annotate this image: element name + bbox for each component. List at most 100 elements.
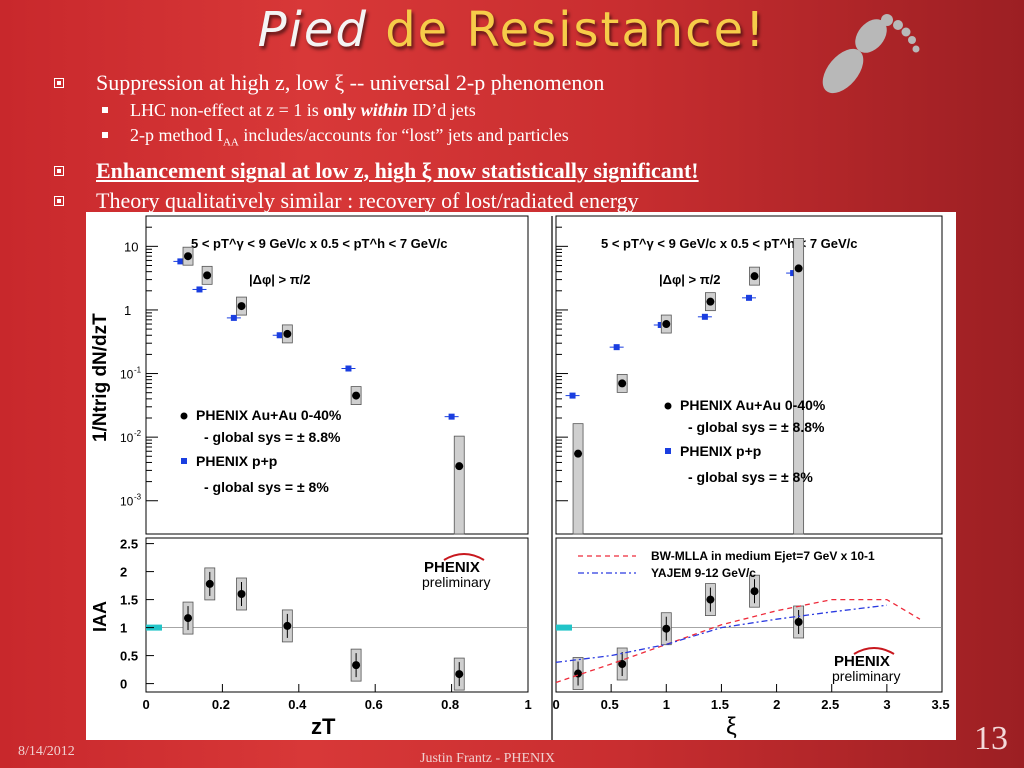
bl-ytick-label: 0.5 [120, 649, 138, 664]
tl-pp-point [230, 314, 237, 321]
tl-ylabel: 1/Ntrig dN/dzT [90, 313, 111, 442]
tr-pp-point [746, 294, 752, 301]
tr-legend-auau-mark [664, 402, 672, 410]
tl-legend-auau-sys: - global sys = ± 8.8% [204, 429, 341, 445]
tl-pp-point [448, 413, 455, 420]
tl-legend-pp-sys: - global sys = ± 8% [204, 479, 329, 495]
bl-xtick-label: 0.8 [441, 697, 459, 712]
bl-frame [145, 537, 529, 693]
tl-legend-auau-mark [180, 412, 188, 420]
bl-ytick-label: 2 [120, 565, 127, 580]
footprint-icon [822, 14, 920, 94]
tl-auau-point [203, 271, 212, 280]
bl-point [184, 614, 193, 623]
bl-ytick-label: 2.5 [120, 537, 138, 552]
bl-xlabel: zT [311, 714, 336, 739]
br-legend-bw: BW-MLLA in medium Ejet=7 GeV x 10-1 [651, 549, 875, 563]
tr-pp-point [613, 344, 620, 351]
footer-date: 8/14/2012 [18, 744, 75, 759]
tl-ytick-label: 1 [124, 303, 131, 318]
tl-cut: |Δφ| > π/2 [249, 272, 311, 287]
tr-frame [555, 215, 943, 535]
tr-auau-point [706, 297, 715, 306]
tl-ytick-label: 10 [120, 368, 134, 382]
tl-auau-point [283, 329, 292, 338]
tr-pp-point [657, 321, 664, 328]
br-xtick-label: 1 [663, 697, 670, 712]
title-part1: Pied [257, 2, 368, 58]
tr-legend-pp-sys: - global sys = ± 8% [688, 469, 813, 485]
tr-legend-pp: PHENIX p+p [680, 443, 761, 459]
br-point [750, 587, 759, 596]
tl-pp-point [196, 286, 203, 293]
br-yajem-curve [555, 604, 887, 663]
footer-author: Justin Frantz - PHENIX [420, 751, 555, 766]
tl-auau-point [352, 391, 361, 400]
page-number: 13 [974, 720, 1008, 757]
tl-ytick-label: 10 [120, 495, 134, 509]
tl-auau-sysbox [453, 435, 465, 535]
tr-auau-point [750, 272, 759, 281]
bullet-list: Suppression at high z, low ξ -- universa… [48, 68, 948, 216]
br-bw-curve [555, 598, 921, 684]
br-xtick-label: 0.5 [601, 697, 619, 712]
tl-auau-point [184, 252, 193, 261]
figure-panel: 5 < pT^γ < 9 GeV/c x 0.5 < pT^h < 7 GeV/… [86, 212, 956, 740]
tr-legend-pp-mark [665, 448, 671, 454]
tl-legend-pp-mark [181, 458, 187, 464]
tl-pp-point [276, 332, 283, 339]
bl-point [352, 661, 361, 670]
br-point [618, 660, 627, 668]
br-logo: PHENIX [834, 653, 890, 670]
bullet-1a: LHC non-effect at z = 1 is only within I… [48, 98, 948, 123]
bl-point [455, 670, 464, 679]
tl-title: 5 < pT^γ < 9 GeV/c x 0.5 < pT^h < 7 GeV/… [191, 236, 448, 251]
bl-ylabel: IAA [90, 601, 110, 632]
title-part2: de Resistance! [385, 2, 767, 58]
bl-ytick-label: 0 [120, 677, 127, 692]
tl-ytick-exp: -3 [134, 493, 142, 502]
tr-auau-sysbox [572, 423, 584, 535]
tr-pp-point [701, 313, 708, 320]
br-xtick-label: 3.5 [932, 697, 950, 712]
tl-ytick-label: 10 [124, 239, 138, 254]
tl-ytick-exp: -2 [134, 429, 142, 438]
br-xtick-label: 0 [553, 697, 560, 712]
br-norm-band [556, 624, 572, 631]
br-legend-yajem: YAJEM 9-12 GeV/c [651, 566, 756, 580]
tr-auau-point [574, 449, 583, 458]
tr-pp-point [569, 392, 576, 399]
br-frame [555, 537, 943, 693]
tl-auau-point [455, 462, 464, 471]
tr-auau-point [662, 320, 671, 329]
bl-xtick-label: 0.4 [288, 697, 307, 712]
tl-ytick-exp: -1 [134, 366, 142, 375]
br-logo-sub: preliminary [832, 668, 900, 684]
bl-xtick-label: 0.6 [365, 697, 383, 712]
br-point [662, 624, 671, 633]
bl-point [205, 579, 214, 588]
tl-pp-point [345, 365, 352, 372]
tr-legend-auau-sys: - global sys = ± 8.8% [688, 419, 825, 435]
br-xtick-label: 2 [773, 697, 780, 712]
bl-xtick-label: 1 [525, 697, 532, 712]
br-xtick-label: 1.5 [711, 697, 729, 712]
tl-pp-point [177, 258, 184, 265]
bl-xtick-label: 0 [143, 697, 150, 712]
tl-ytick-label: 10 [120, 431, 134, 445]
tr-auau-point [794, 264, 803, 273]
br-logo-arc [853, 647, 895, 655]
br-xlabel: ξ [726, 713, 737, 740]
br-xtick-label: 3 [883, 697, 890, 712]
bullet-2: Enhancement signal at low z, high ξ now … [48, 156, 948, 186]
bullet-1: Suppression at high z, low ξ -- universa… [48, 68, 948, 98]
bullet-1b: 2-p method IAA includes/accounts for “lo… [48, 123, 948, 156]
panel-gap [532, 212, 550, 740]
figure-svg: 5 < pT^γ < 9 GeV/c x 0.5 < pT^h < 7 GeV/… [90, 212, 950, 740]
bl-ytick-label: 1 [120, 621, 127, 636]
bl-xtick-label: 0.2 [212, 697, 230, 712]
tr-auau-sysbox [793, 238, 805, 535]
tr-legend-auau: PHENIX Au+Au 0-40% [680, 397, 826, 413]
bl-logo-arc [443, 553, 485, 561]
slide-title: Pied de Resistance! [0, 2, 1024, 58]
